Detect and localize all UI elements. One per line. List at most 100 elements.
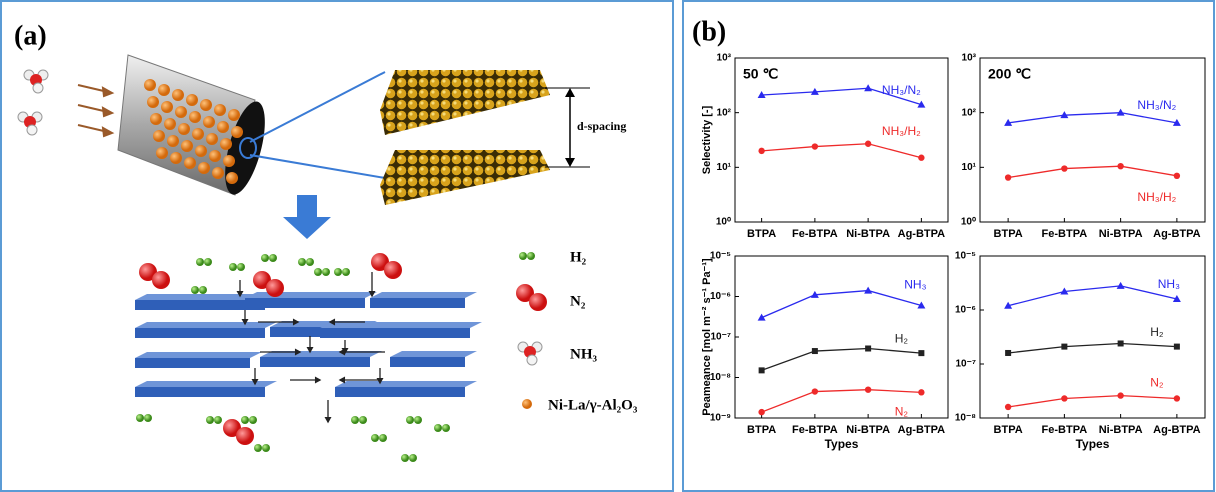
h2-molecule — [314, 268, 322, 276]
catalyst-particle — [203, 116, 215, 128]
catalyst-particle — [231, 126, 243, 138]
x-tick-label: Ag-BTPA — [898, 228, 946, 240]
series-label: NH₃/H₂ — [882, 124, 921, 138]
catalyst-particle — [220, 138, 232, 150]
catalyst-particle — [192, 128, 204, 140]
layer — [390, 357, 465, 367]
x-tick-label: BTPA — [994, 228, 1023, 240]
series-label: NH₃/N₂ — [882, 83, 921, 97]
layer-top — [370, 292, 477, 298]
chart-title: 50 ℃ — [743, 66, 778, 82]
x-tick-label: Ag-BTPA — [898, 424, 946, 436]
marker — [1005, 174, 1011, 180]
marker — [812, 388, 818, 394]
h2-molecule — [249, 416, 257, 424]
catalyst-particle — [158, 84, 170, 96]
series-line — [1008, 113, 1177, 123]
h2-molecule — [136, 414, 144, 422]
d-spacing-label: d-spacing — [577, 119, 626, 133]
layer — [135, 358, 250, 368]
y-tick-label: 10⁻⁸ — [710, 372, 731, 383]
y-tick-label: 10⁰ — [716, 217, 731, 228]
x-tick-label: Fe-BTPA — [1042, 228, 1088, 240]
arrow-head — [326, 418, 331, 422]
h2-molecule — [196, 258, 204, 266]
h2-molecule — [254, 444, 262, 452]
h2-molecule — [334, 268, 342, 276]
arrow-head — [340, 378, 344, 383]
n2-molecule — [152, 271, 170, 289]
catalyst-particle — [212, 167, 224, 179]
x-tick-label: Ni-BTPA — [1099, 424, 1143, 436]
h2-molecule — [144, 414, 152, 422]
h2-molecule — [406, 416, 414, 424]
marker — [1174, 173, 1180, 179]
marker — [812, 143, 818, 149]
h2-molecule — [199, 286, 207, 294]
series-label: H₂ — [1150, 325, 1164, 339]
chart: 10⁰10¹10²10³BTPAFe-BTPANi-BTPAAg-BTPA50 … — [701, 53, 948, 240]
h2-molecule — [241, 416, 249, 424]
catalyst-particle — [228, 109, 240, 121]
catalyst-particle — [147, 96, 159, 108]
y-tick-label: 10² — [717, 107, 732, 118]
y-tick-label: 10⁻⁵ — [710, 251, 731, 262]
marker — [1117, 392, 1123, 398]
series-line — [762, 291, 922, 318]
panel-label: (b) — [692, 16, 726, 47]
marker — [1005, 350, 1011, 356]
legend-label: H₂ — [570, 249, 587, 265]
h2-molecule — [351, 416, 359, 424]
marker — [1174, 344, 1180, 350]
x-tick-label: Fe-BTPA — [1042, 424, 1088, 436]
marker — [865, 346, 871, 352]
legend-label: NH₃ — [570, 346, 598, 362]
marker — [1117, 163, 1123, 169]
series-label: NH₃ — [904, 278, 926, 292]
n2-molecule — [384, 261, 402, 279]
marker — [812, 348, 818, 354]
marker — [1174, 395, 1180, 401]
n2-molecule — [266, 279, 284, 297]
h2-molecule — [261, 254, 269, 262]
marker — [1061, 344, 1067, 350]
layer-top — [320, 322, 482, 328]
catalyst-particle — [153, 130, 165, 142]
chart: 10⁻⁸10⁻⁷10⁻⁶10⁻⁵BTPAFe-BTPANi-BTPAAg-BTP… — [955, 251, 1205, 452]
series-line — [1008, 166, 1177, 177]
catalyst-particle — [164, 118, 176, 130]
catalyst-particle — [223, 155, 235, 167]
x-tick-label: Fe-BTPA — [792, 228, 838, 240]
layer-top — [135, 322, 277, 328]
series-label: H₂ — [895, 331, 909, 345]
series-line — [762, 349, 922, 371]
marker — [918, 350, 924, 356]
arrow-head — [316, 378, 320, 383]
marker — [758, 148, 764, 154]
series-label: NH₃ — [1158, 277, 1180, 291]
n2-molecule — [236, 427, 254, 445]
x-tick-label: BTPA — [994, 424, 1023, 436]
panel-label: (a) — [14, 20, 47, 51]
y-tick-label: 10¹ — [962, 162, 977, 173]
layer — [335, 387, 465, 397]
x-axis-label: Types — [1076, 437, 1110, 451]
catalyst-particle — [144, 79, 156, 91]
legend: H₂ N₂ NH₃ Ni-La/γ-Al₂O₃ — [516, 249, 638, 413]
series-label: N₂ — [895, 405, 909, 419]
x-tick-label: BTPA — [747, 228, 776, 240]
h2-molecule — [229, 263, 237, 271]
series-line — [1008, 396, 1177, 407]
catalyst-particle — [206, 133, 218, 145]
y-tick-label: 10¹ — [717, 162, 732, 173]
series-line — [1008, 343, 1177, 353]
y-tick-label: 10³ — [962, 53, 977, 64]
marker — [864, 287, 872, 294]
x-tick-label: Ag-BTPA — [1153, 228, 1201, 240]
h2-molecule — [414, 416, 422, 424]
marker — [1061, 395, 1067, 401]
y-axis-label: Peameance [mol m⁻² s⁻¹ Pa⁻¹] — [701, 258, 713, 416]
catalyst-particle — [150, 113, 162, 125]
h2-molecule — [191, 286, 199, 294]
